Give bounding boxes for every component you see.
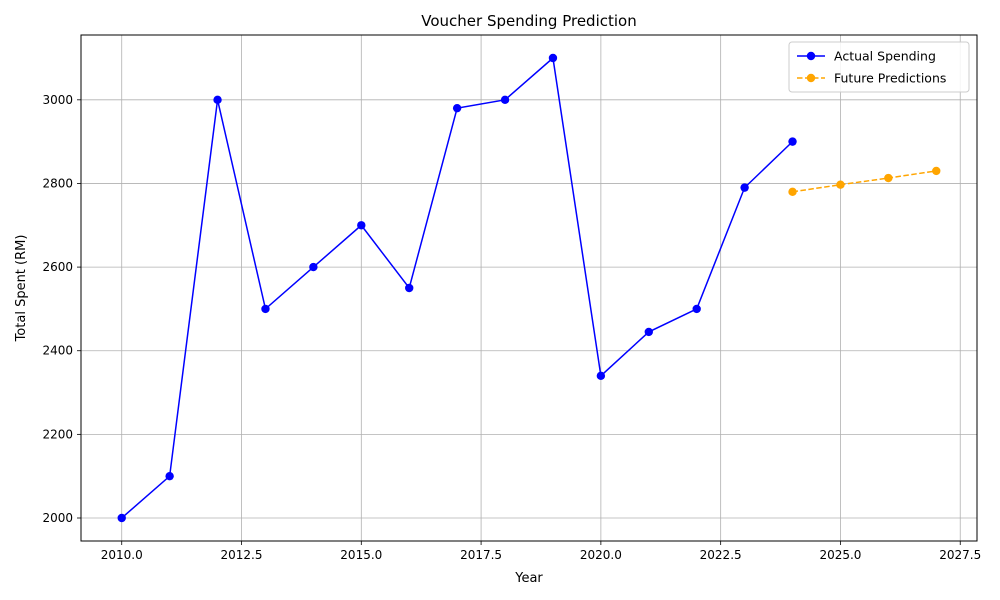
y-axis-label: Total Spent (RM) [14,235,29,343]
chart-title: Voucher Spending Prediction [421,12,636,30]
data-point [644,327,653,337]
x-tick-label: 2010.0 [101,548,143,562]
x-axis: 2010.0 2012.5 2015.0 2017.5 2020.0 2022.5 2025… [101,541,981,562]
data-point [213,95,222,105]
data-point [452,103,462,113]
x-tick-label: 2027.5 [939,548,981,562]
x-tick-label: 2017.5 [460,548,502,562]
legend-swatch-marker [806,73,816,83]
data-point [884,173,893,183]
data-point [357,221,366,230]
data-point [788,187,797,197]
data-point [117,513,126,523]
data-point [548,53,558,63]
data-point [165,471,174,481]
legend: Actual Spending Future Predictions [788,41,970,93]
data-point [740,183,749,192]
data-point [932,166,941,176]
legend-label: Actual Spending [834,49,936,64]
y-axis: 2000 2200 2400 2600 2800 3000 [42,93,81,525]
data-point [692,304,701,314]
data-point [261,304,270,314]
x-tick-label: 2012.5 [221,548,263,562]
data-point [309,262,318,272]
y-tick-label: 3000 [42,93,73,107]
legend-box [788,41,970,93]
y-tick-label: 2400 [42,344,73,358]
y-tick-label: 2800 [42,176,73,190]
grid [81,35,977,541]
x-tick-label: 2022.5 [700,548,742,562]
series-0 [117,53,797,523]
legend-swatch-marker [806,51,816,61]
x-tick-label: 2025.0 [819,548,861,562]
y-tick-label: 2000 [42,511,73,525]
series-line [792,170,937,193]
series-1 [788,166,941,197]
x-axis-label: Year [514,571,543,586]
y-tick-label: 2600 [42,260,73,274]
x-tick-label: 2015.0 [340,548,382,562]
data-point [836,180,845,189]
x-tick-label: 2020.0 [580,548,622,562]
y-tick-label: 2200 [42,427,73,441]
series-layer [117,53,941,523]
plot-frame [80,34,978,542]
data-point [788,137,797,146]
data-point [405,283,414,293]
data-point [596,371,606,381]
legend-label: Future Predictions [834,71,946,86]
data-point [500,95,510,105]
